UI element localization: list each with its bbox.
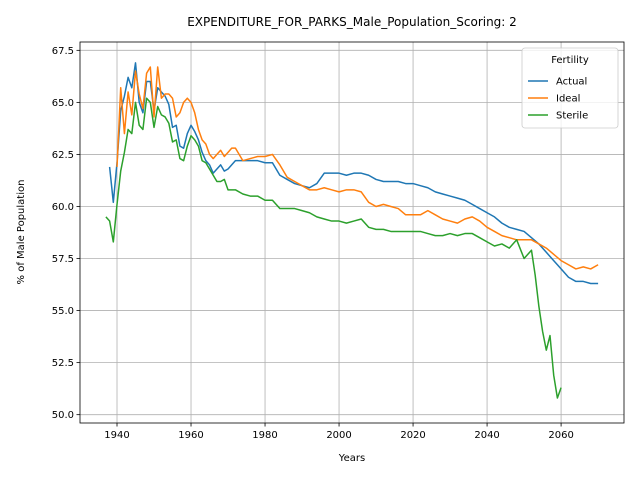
y-tick-label: 52.5 [52,358,74,369]
x-tick-label: 1980 [252,430,277,441]
axis-ticks: 1940 1960 1980 2000 2020 2040 2060 50.0 52.5 55.0… [52,46,574,441]
chart-title: EXPENDITURE_FOR_PARKS_Male_Population_Sc… [187,15,517,29]
series-lines [105,62,599,399]
y-axis-label: % of Male Population [16,180,27,285]
legend-label-actual: Actual [556,77,587,88]
x-tick-label: 2020 [400,430,425,441]
y-tick-label: 50.0 [52,410,74,421]
plot-frame [79,41,625,424]
y-tick-label: 67.5 [52,46,74,57]
x-tick-label: 2060 [548,430,573,441]
legend-label-sterile: Sterile [556,111,588,122]
x-tick-label: 1960 [178,430,203,441]
x-tick-label: 1940 [104,430,129,441]
legend: Fertility Actual Ideal Sterile [521,47,619,129]
y-tick-label: 57.5 [52,254,74,265]
x-axis-label: Years [338,453,365,464]
legend-box [521,47,619,129]
legend-label-ideal: Ideal [556,94,580,105]
legend-entries: Actual Ideal Sterile [528,77,588,122]
y-tick-label: 62.5 [52,150,74,161]
y-tick-label: 65.0 [52,98,74,109]
y-tick-label: 60.0 [52,202,74,213]
x-tick-label: 2040 [474,430,499,441]
y-tick-label: 55.0 [52,306,74,317]
series-line-sterile [105,97,562,399]
series-line-ideal [116,66,599,270]
legend-title: Fertility [551,55,589,66]
x-tick-label: 2000 [326,430,351,441]
